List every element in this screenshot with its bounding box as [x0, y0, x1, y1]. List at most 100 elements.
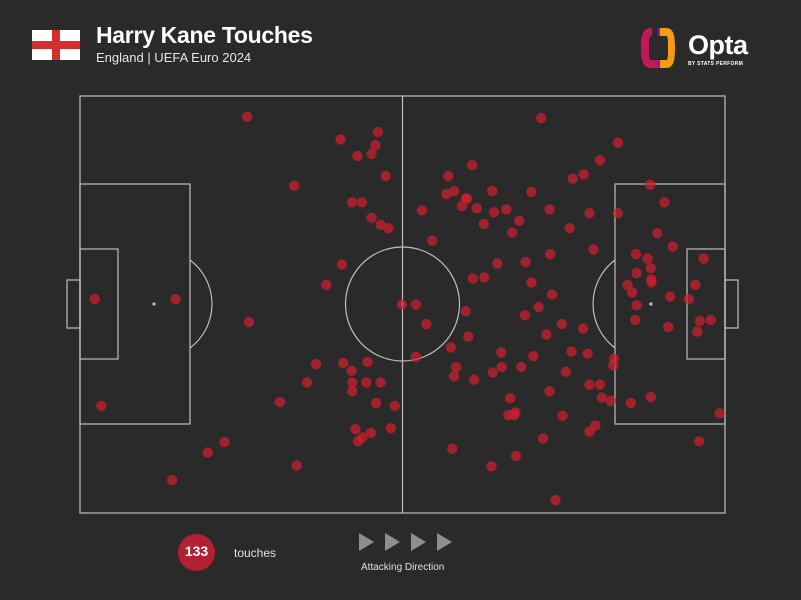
- touch-point-59: [526, 186, 537, 198]
- touch-point-93: [577, 323, 589, 334]
- touch-point-5: [219, 436, 230, 448]
- touch-point-107: [537, 433, 549, 444]
- touch-point-94: [584, 379, 595, 390]
- touch-point-78: [496, 361, 507, 373]
- touch-point-77: [487, 367, 498, 378]
- touch-point-25: [389, 400, 400, 411]
- touch-point-12: [310, 358, 322, 370]
- touch-point-68: [460, 306, 471, 317]
- touch-point-141: [630, 314, 641, 326]
- touch-point-61: [564, 223, 575, 234]
- touch-point-110: [567, 173, 578, 184]
- touch-point-70: [467, 273, 478, 284]
- touch-point-35: [380, 170, 391, 182]
- touch-point-41: [396, 299, 408, 310]
- touch-point-75: [448, 371, 460, 382]
- centre-circle: [344, 246, 461, 362]
- touch-point-92: [566, 346, 577, 357]
- touch-point-112: [612, 137, 624, 148]
- touch-point-74: [450, 361, 462, 373]
- touch-point-121: [665, 291, 676, 302]
- england-flag-icon: [32, 30, 80, 60]
- touch-point-128: [667, 241, 678, 252]
- touch-point-55: [488, 207, 500, 218]
- touch-point-1: [89, 293, 101, 305]
- touch-point-89: [526, 277, 537, 288]
- touch-point-20: [338, 357, 349, 369]
- left-penalty-arc: [189, 259, 213, 349]
- touch-point-106: [550, 494, 561, 506]
- touch-point-120: [646, 277, 657, 288]
- touch-point-28: [350, 424, 361, 435]
- touch-point-73: [445, 342, 457, 353]
- touch-point-84: [505, 393, 516, 404]
- touch-point-42: [410, 299, 422, 310]
- touch-point-83: [544, 386, 555, 397]
- touch-point-2: [96, 400, 107, 411]
- touch-point-137: [645, 391, 656, 403]
- touch-point-24: [370, 397, 382, 409]
- touch-point-53: [467, 160, 478, 171]
- touch-point-130: [631, 268, 642, 279]
- touch-point-87: [519, 310, 531, 321]
- touch-point-29: [385, 423, 397, 434]
- touch-point-134: [714, 408, 725, 419]
- touch-point-38: [347, 197, 358, 208]
- touch-point-37: [366, 212, 377, 223]
- touch-point-30: [352, 150, 363, 162]
- touch-point-64: [545, 248, 556, 260]
- touch-point-115: [630, 248, 642, 260]
- touch-point-62: [584, 208, 595, 219]
- touch-point-44: [427, 235, 438, 246]
- touch-point-27: [357, 432, 368, 443]
- touch-point-100: [557, 410, 568, 421]
- touch-point-51: [461, 193, 473, 204]
- page-subtitle: England | UEFA Euro 2024: [96, 50, 252, 65]
- touch-point-140: [588, 244, 599, 255]
- page-title: Harry Kane Touches: [96, 22, 313, 48]
- touch-point-57: [507, 227, 518, 238]
- attacking-direction-label: Attacking Direction: [361, 562, 445, 573]
- touch-point-111: [594, 155, 606, 166]
- right-goal: [724, 279, 739, 329]
- left-penalty-spot: [152, 302, 156, 306]
- touch-point-52: [487, 185, 498, 197]
- touch-point-101: [510, 450, 522, 462]
- opta-logo-text: Opta: [688, 30, 748, 60]
- touch-point-98: [608, 360, 619, 371]
- touch-point-8: [243, 316, 255, 328]
- touch-count: 133: [184, 543, 209, 559]
- touch-point-10: [291, 460, 302, 471]
- touch-point-6: [170, 293, 181, 305]
- touch-point-124: [690, 279, 701, 291]
- touch-point-3: [167, 474, 178, 486]
- touch-point-109: [536, 112, 547, 124]
- touch-point-105: [503, 409, 514, 421]
- touch-point-23: [346, 365, 357, 376]
- touch-point-82: [560, 366, 571, 377]
- touch-point-49: [448, 185, 460, 197]
- touch-point-11: [288, 180, 300, 191]
- touch-point-133: [698, 253, 709, 264]
- touch-point-17: [347, 386, 358, 397]
- touch-point-80: [528, 351, 539, 362]
- touch-point-118: [626, 287, 638, 298]
- opta-logo-tagline: BY STATS PERFORM: [688, 61, 744, 67]
- touch-point-102: [447, 443, 458, 454]
- opta-logo-icon: [641, 28, 675, 68]
- touch-point-129: [659, 197, 670, 208]
- touch-point-119: [631, 300, 642, 311]
- touch-point-88: [533, 301, 544, 313]
- touch-point-66: [492, 258, 503, 269]
- right-penalty-arc: [592, 259, 616, 349]
- touch-point-15: [336, 259, 348, 270]
- right-penalty-area: [614, 183, 726, 425]
- left-six-yard-box: [79, 248, 119, 360]
- touch-count-label: touches: [234, 546, 277, 560]
- touch-point-60: [544, 204, 555, 215]
- touch-point-4: [202, 447, 213, 458]
- touch-point-19: [375, 377, 386, 388]
- touch-point-108: [584, 426, 595, 437]
- touch-point-125: [694, 316, 705, 327]
- touch-point-63: [578, 169, 589, 180]
